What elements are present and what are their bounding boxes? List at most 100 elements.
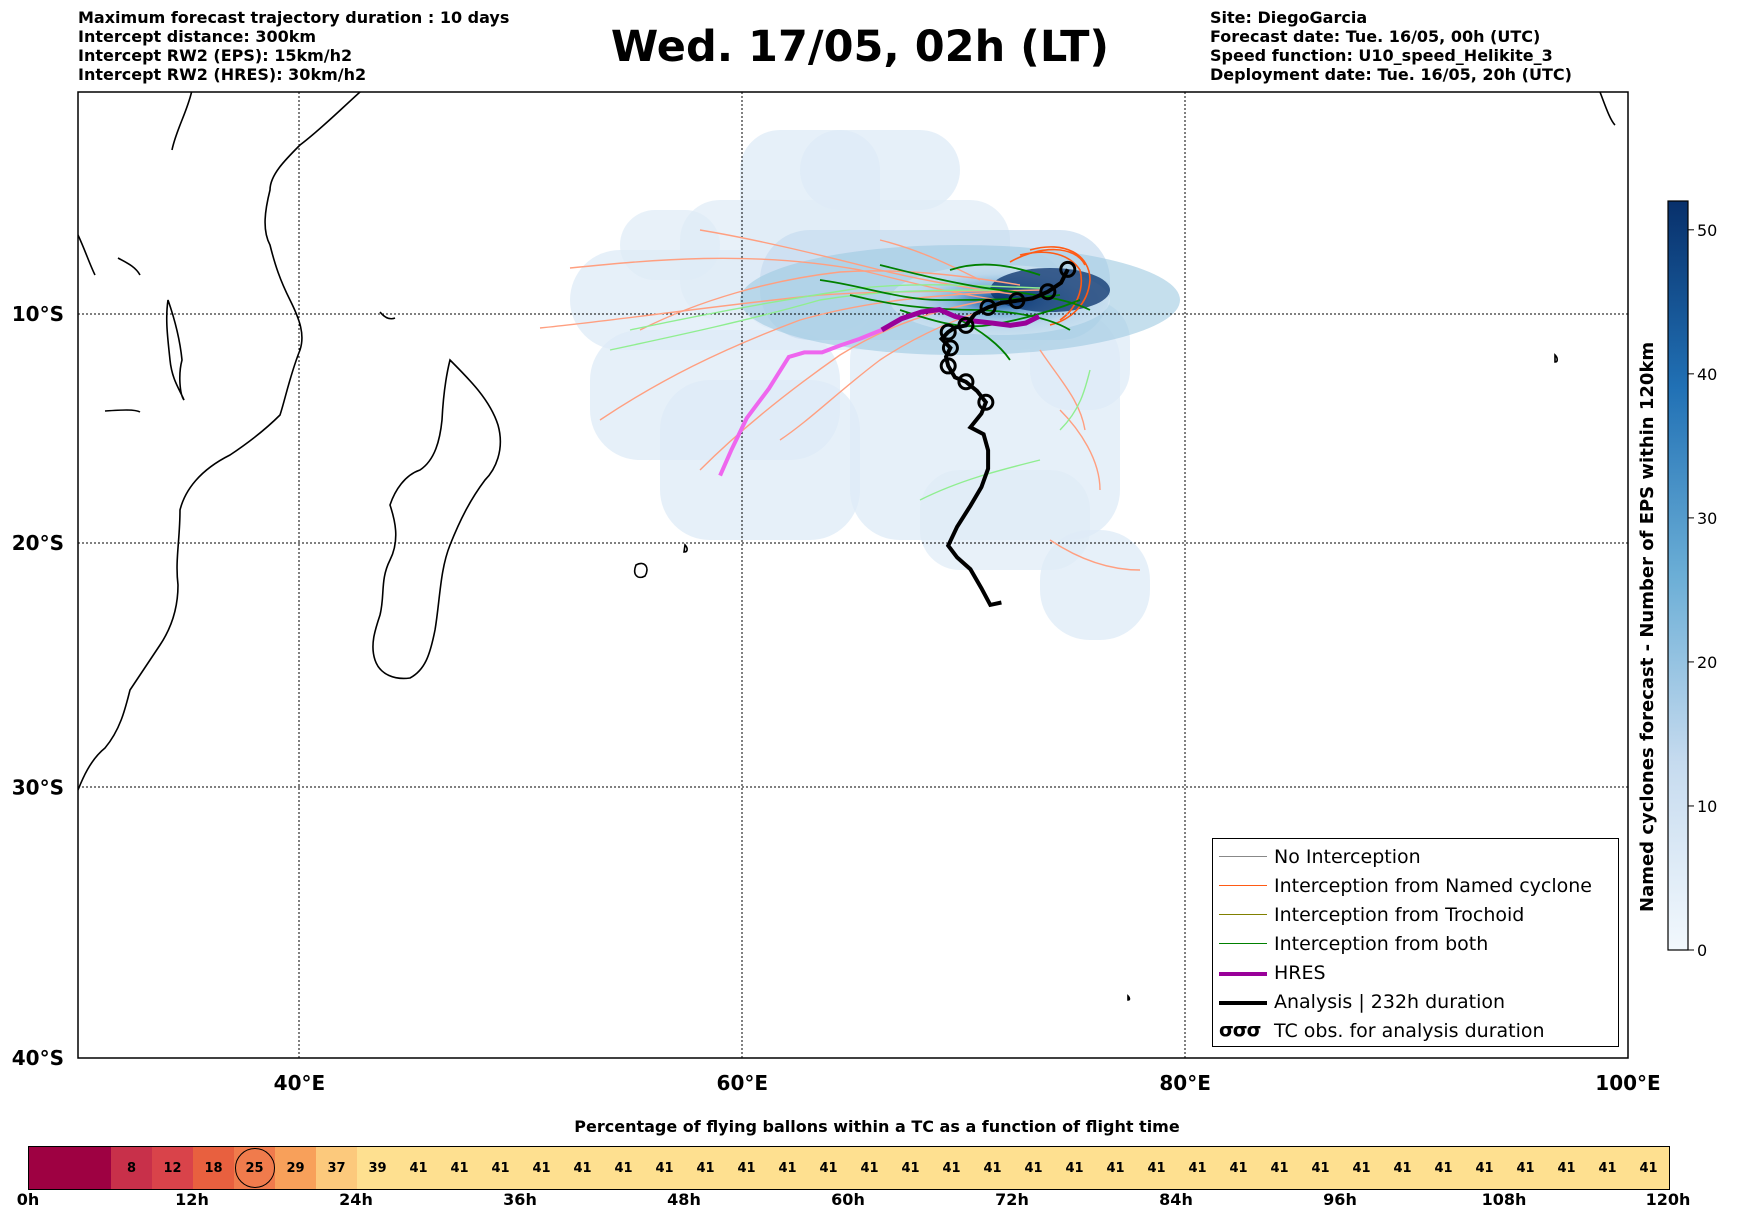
strip-tick-label: 12h (175, 1190, 209, 1209)
strip-tick-label: 84h (1159, 1190, 1193, 1209)
strip-cell: 41 (1259, 1147, 1300, 1189)
legend-label: TC obs. for analysis duration (1274, 1020, 1545, 1042)
gridlines (78, 92, 1628, 1058)
tc-obs-symbols (939, 260, 1077, 411)
legend-item: σσσ TC obs. for analysis duration (1213, 1017, 1618, 1046)
strip-cell: 41 (1054, 1147, 1095, 1189)
eps-density-field (570, 130, 1180, 640)
colorbar-tick-label: 0 (1697, 941, 1707, 960)
strip-cell: 41 (1095, 1147, 1136, 1189)
strip-cell: 41 (1382, 1147, 1423, 1189)
strip-tick-label: 96h (1323, 1190, 1357, 1209)
max-duration-text: Maximum forecast trajectory duration : 1… (78, 8, 510, 27)
strip-cell: 41 (480, 1147, 521, 1189)
strip-cell: 18 (193, 1147, 234, 1189)
legend-label: Analysis | 232h duration (1274, 991, 1506, 1013)
strip-cell: 39 (357, 1147, 398, 1189)
legend-label: Interception from Trochoid (1274, 904, 1525, 926)
strip-cell: 41 (849, 1147, 890, 1189)
legend-label: Interception from both (1274, 933, 1489, 955)
legend-item: Interception from Named cyclone (1213, 872, 1618, 901)
colorbar-label: Named cyclones forecast - Number of EPS … (1637, 341, 1658, 912)
strip-cell: 41 (1218, 1147, 1259, 1189)
strip-tick-label: 120h (1645, 1190, 1691, 1209)
intercept-eps-text: Intercept RW2 (EPS): 15km/h2 (78, 46, 353, 65)
strip-tick-label: 108h (1481, 1190, 1527, 1209)
header-left-info: Maximum forecast trajectory duration : 1… (78, 8, 509, 84)
strip-cell: 25 (234, 1147, 275, 1189)
legend-item: No Interception (1213, 843, 1618, 872)
tc-obs-symbol (1059, 260, 1077, 278)
strip-cell: 41 (1177, 1147, 1218, 1189)
tc-obs-symbol (941, 339, 959, 357)
legend-label: HRES (1274, 962, 1326, 984)
colorbar-tick-label: 10 (1697, 797, 1717, 816)
map-title: Wed. 17/05, 02h (LT) (610, 22, 1110, 72)
strip-cell: 12 (152, 1147, 193, 1189)
strip-tick-label: 0h (16, 1190, 40, 1209)
strip-cell: 41 (1341, 1147, 1382, 1189)
strip-cell: 41 (767, 1147, 808, 1189)
speed-function-text: Speed function: U10_speed_Helikite_3 (1210, 46, 1553, 65)
strip-cell: 8 (111, 1147, 152, 1189)
tc-obs-symbol (957, 373, 975, 391)
strip-cell: 41 (685, 1147, 726, 1189)
strip-cell: 41 (1505, 1147, 1546, 1189)
strip-cell: 37 (316, 1147, 357, 1189)
deployment-date-text: Deployment date: Tue. 16/05, 20h (UTC) (1210, 65, 1572, 84)
strip-cell: 41 (1423, 1147, 1464, 1189)
coastlines (78, 92, 1616, 1001)
strip-cell: 41 (1136, 1147, 1177, 1189)
strip-cell: 41 (1546, 1147, 1587, 1189)
colorbar-tick-label: 30 (1697, 509, 1717, 528)
strip-cell: 41 (972, 1147, 1013, 1189)
strip-cell: 41 (644, 1147, 685, 1189)
longitude-tick-label: 60°E (717, 1071, 769, 1095)
strip-cell: 41 (521, 1147, 562, 1189)
forecast-date-text: Forecast date: Tue. 16/05, 00h (UTC) (1210, 27, 1541, 46)
legend-line (1219, 943, 1267, 944)
colorbar-tick-label: 50 (1697, 221, 1717, 240)
map-legend: No Interception Interception from Named c… (1212, 838, 1619, 1047)
latitude-tick-label: 20°S (12, 531, 64, 555)
strip-cell: 41 (1464, 1147, 1505, 1189)
tc-obs-symbol (1008, 292, 1026, 310)
longitude-tick-label: 40°E (274, 1071, 326, 1095)
tc-obs-symbol (939, 357, 957, 375)
latitude-tick-label: 30°S (12, 776, 64, 800)
strip-cell: 29 (275, 1147, 316, 1189)
tc-obs-symbol (939, 323, 957, 341)
strip-cell: 41 (1013, 1147, 1054, 1189)
strip-cell: 41 (562, 1147, 603, 1189)
strip-tick-label: 72h (995, 1190, 1029, 1209)
latitude-tick-label: 10°S (12, 302, 64, 326)
strip-cell: 41 (808, 1147, 849, 1189)
intercept-distance-text: Intercept distance: 300km (78, 27, 317, 46)
tc-obs-symbol (979, 298, 997, 316)
colorbar-tick-label: 20 (1697, 653, 1717, 672)
strip-cell: 41 (398, 1147, 439, 1189)
legend-line (1219, 972, 1267, 976)
hres-track-early (718, 328, 883, 477)
map-frame (77, 91, 1629, 1059)
header-right-info: Site: DiegoGarcia Forecast date: Tue. 16… (1210, 8, 1572, 84)
strip-cell: 41 (726, 1147, 767, 1189)
longitude-tick-labels: 40°E 60°E 80°E 100°E (274, 1071, 1661, 1095)
strip-cell: 41 (603, 1147, 644, 1189)
legend-line (1219, 914, 1267, 915)
strip-cell: 41 (1628, 1147, 1669, 1189)
longitude-tick-label: 100°E (1595, 1071, 1660, 1095)
legend-label: Interception from Named cyclone (1274, 875, 1592, 897)
strip-tick-label: 60h (831, 1190, 865, 1209)
strip-tick-label: 36h (503, 1190, 537, 1209)
legend-item: Analysis | 232h duration (1213, 988, 1618, 1017)
legend-line (1219, 1001, 1267, 1005)
strip-cell: 41 (439, 1147, 480, 1189)
eps-colorbar (1667, 200, 1689, 951)
tc-obs-legend-symbol: σσσ (1219, 1019, 1261, 1041)
legend-item: Interception from Trochoid (1213, 901, 1618, 930)
latitude-tick-labels: 10°S 20°S 30°S 40°S (12, 302, 64, 1070)
analysis-track (938, 268, 1070, 608)
colorbar-tick-labels: 0 10 20 30 40 50 (1688, 221, 1717, 960)
strip-cell (70, 1147, 111, 1189)
